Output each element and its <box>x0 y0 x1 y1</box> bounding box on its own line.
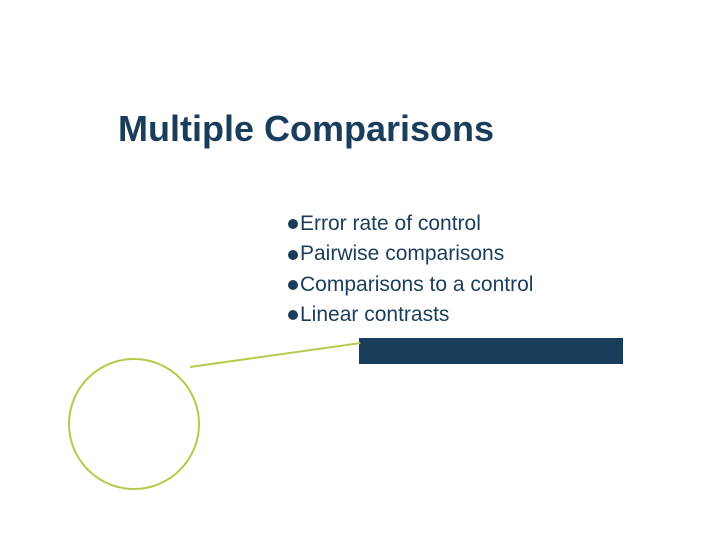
list-item: Pairwise comparisons <box>288 240 533 268</box>
bullet-icon <box>288 280 298 290</box>
circle-outline <box>68 358 200 490</box>
bullet-icon <box>288 250 298 260</box>
list-item: Error rate of control <box>288 210 533 238</box>
bullet-text: Comparisons to a control <box>300 271 533 299</box>
bullet-icon <box>288 310 298 320</box>
list-item: Linear contrasts <box>288 301 533 329</box>
bullet-icon <box>288 219 298 229</box>
bullet-text: Linear contrasts <box>300 301 449 329</box>
bullet-text: Error rate of control <box>300 210 481 238</box>
slide: Multiple Comparisons Error rate of contr… <box>0 0 720 540</box>
accent-bar <box>359 338 623 364</box>
slide-title: Multiple Comparisons <box>118 108 494 150</box>
list-item: Comparisons to a control <box>288 271 533 299</box>
connector-line <box>190 342 361 368</box>
bullet-text: Pairwise comparisons <box>300 240 504 268</box>
bullet-list: Error rate of control Pairwise compariso… <box>288 210 533 331</box>
